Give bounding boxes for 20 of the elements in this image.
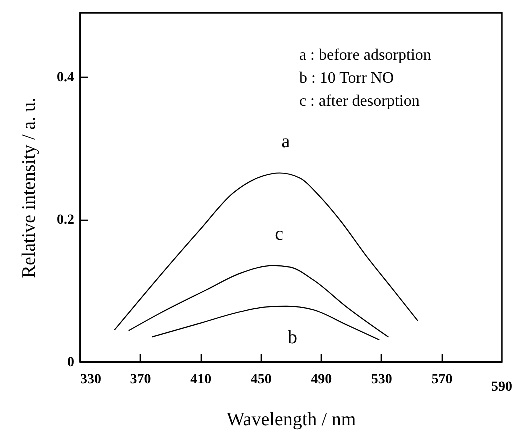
y-tick-label: 0.2 <box>57 213 74 228</box>
annotation: b : 10 Torr NO <box>299 70 394 87</box>
series-label: b <box>288 327 298 348</box>
y-tick-label: 0 <box>68 356 74 370</box>
x-tick-label: 530 <box>371 372 392 388</box>
x-tick-label: 330 <box>80 372 102 388</box>
series-label: c <box>275 224 284 245</box>
x-tick-label: 450 <box>250 372 272 388</box>
text: 590 <box>492 380 512 395</box>
y-tick-label: 0.4 <box>57 70 74 86</box>
line-series <box>114 172 418 330</box>
series-label: a <box>282 131 291 152</box>
x-tick-label: 570 <box>432 372 453 388</box>
x-tick-label: 410 <box>190 372 212 388</box>
annotation: c : after desorption <box>299 93 420 110</box>
x-axis-title: Wavelength / nm <box>226 410 356 430</box>
x-tick-label: 370 <box>130 372 152 388</box>
annotation: a : before adsorption <box>299 47 432 64</box>
y-axis-title: Relative intensity / a. u. <box>19 98 40 278</box>
x-tick-label: 490 <box>311 372 332 388</box>
